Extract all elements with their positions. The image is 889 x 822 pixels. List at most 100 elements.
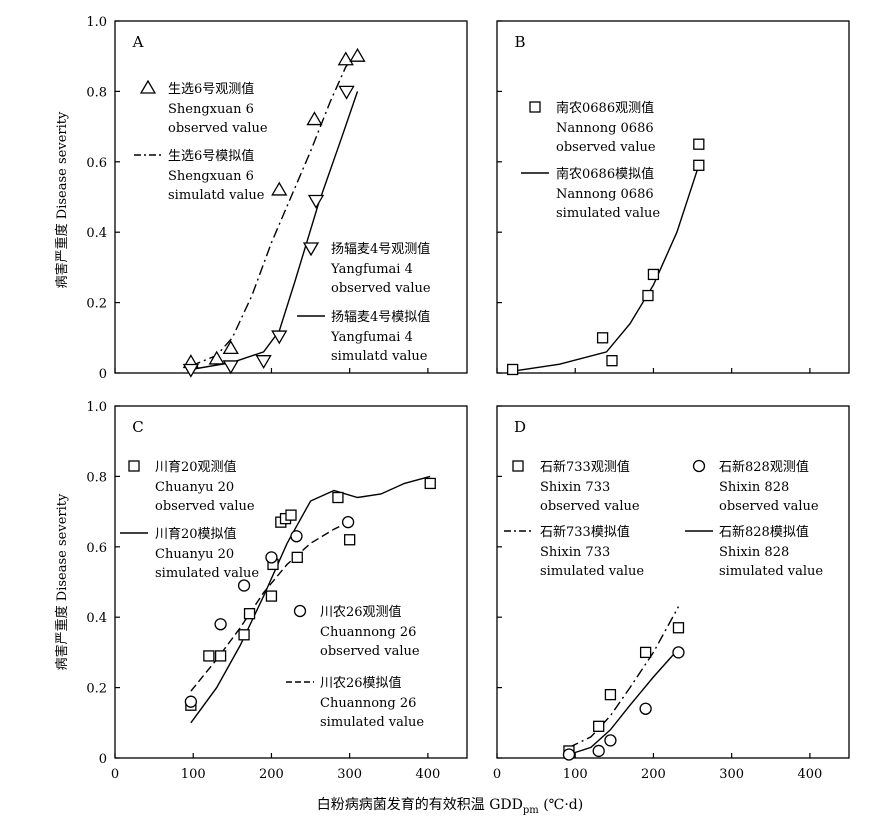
x-tick-label: 400: [415, 767, 440, 782]
legend-label-en-name: Shixin 733: [540, 545, 610, 560]
x-axis-label-unit: (℃·d): [539, 797, 583, 813]
legend-label-en-name: Shixin 733: [540, 480, 610, 495]
legend-item: 川农26观测值 Chuannong 26 observed value: [293, 604, 420, 659]
panels-layer: A 0 0.2 0.4 0.6 0.8 1.0 生选6号观测值 Shengxuan 6 obser…: [86, 15, 850, 782]
data-point: [306, 111, 323, 126]
x-tick-label: 0: [111, 767, 119, 782]
y-tick-label: 0.8: [86, 85, 107, 100]
x-tick-label: 100: [563, 767, 588, 782]
data-point: [271, 181, 288, 196]
data-point: [338, 85, 355, 100]
x-axis-label-main: 白粉病病菌发育的有效积温 GDD: [317, 797, 523, 813]
legend-label-zh: 扬辐麦4号模拟值: [331, 309, 430, 325]
legend-label-en-name: Chuannong 26: [320, 696, 416, 711]
legend-label-en-name: Shixin 828: [719, 545, 789, 560]
legend-label-zh: 生选6号观测值: [168, 81, 254, 97]
data-point: [639, 702, 652, 715]
legend-label-en-type: simulated value: [556, 206, 660, 221]
series-line: [512, 165, 700, 372]
data-point: [203, 650, 215, 662]
legend-label-zh: 南农0686模拟值: [556, 166, 654, 182]
legend-item: 川育20观测值 Chuanyu 20 observed value: [128, 459, 255, 514]
data-point: [214, 618, 227, 631]
y-axis-label-bottom: 病害严重度 Disease severity: [54, 493, 70, 670]
legend-item: 石新733观测值 Shixin 733 observed value: [512, 459, 640, 514]
legend-label-en-type: simulated value: [540, 564, 644, 579]
data-point: [693, 138, 705, 150]
legend-label-zh: 扬辐麦4号观测值: [331, 241, 430, 257]
data-point: [592, 744, 605, 758]
legend-label-zh: 石新733观测值: [540, 459, 630, 475]
y-tick-label: 1.0: [86, 15, 107, 30]
legend-label-en-name: Shengxuan 6: [168, 169, 254, 184]
legend-label-en-name: Shengxuan 6: [168, 102, 254, 117]
series-line: [190, 52, 359, 367]
legend-label-zh: 川育20观测值: [155, 459, 237, 475]
plot-frame: [496, 20, 850, 374]
legend-item: 石新733模拟值 Shixin 733 simulated value: [504, 524, 644, 579]
data-point: [255, 355, 272, 369]
series-line: [190, 475, 431, 724]
y-tick-label: 0.2: [86, 682, 107, 697]
data-point: [647, 268, 660, 281]
legend-label-en-type: simulatd value: [331, 349, 428, 364]
panel-letter: C: [132, 418, 143, 436]
data-point: [271, 330, 288, 345]
series-line: [568, 606, 680, 749]
data-point: [214, 650, 227, 662]
legend-label-zh: 南农0686观测值: [556, 100, 654, 116]
legend-label-en-type: simulatd value: [168, 188, 265, 203]
panel-A: A 0 0.2 0.4 0.6 0.8 1.0 生选6号观测值 Shengxuan 6 obser…: [86, 15, 468, 382]
panel-letter: B: [514, 33, 525, 51]
y-tick-label: 0.6: [86, 541, 107, 556]
data-point: [237, 579, 251, 592]
data-point: [182, 363, 200, 378]
legend-label-en-type: observed value: [719, 499, 819, 514]
x-tick-label: 200: [641, 767, 666, 782]
x-axis-label-subscript: pm: [523, 805, 539, 816]
y-tick-label: 0.8: [86, 470, 107, 485]
y-tick-label: 0.6: [86, 156, 107, 171]
x-tick-label: 400: [797, 767, 822, 782]
data-point: [604, 688, 617, 701]
legend-label-en-name: Chuanyu 20: [155, 547, 234, 562]
data-point: [265, 590, 278, 602]
legend-item: 川育20模拟值 Chuanyu 20 simulated value: [120, 526, 259, 581]
legend-label-en-type: observed value: [320, 644, 420, 659]
data-point: [606, 355, 618, 367]
series-line: [568, 648, 680, 756]
legend-label-en-type: observed value: [331, 281, 431, 296]
y-tick-label: 0: [99, 752, 107, 767]
data-point: [604, 734, 617, 747]
data-point: [307, 194, 325, 209]
legend-label-zh: 川农26观测值: [320, 604, 402, 620]
legend-marker-symbol: [692, 459, 706, 473]
data-point: [424, 477, 436, 490]
data-point: [208, 350, 225, 365]
y-tick-label: 1.0: [86, 400, 107, 415]
data-point: [238, 629, 250, 641]
data-point: [290, 530, 303, 543]
data-point: [341, 516, 355, 529]
data-point: [506, 363, 519, 376]
data-point: [349, 47, 366, 62]
y-axis-label-top: 病害严重度 Disease severity: [54, 111, 70, 288]
legend-label-zh: 石新828观测值: [719, 459, 809, 475]
data-point: [596, 332, 609, 344]
legend-label-en-type: observed value: [168, 121, 268, 136]
panel-D: D 0 100 200 300 400 石新733观测值 Shixin 733 observed…: [493, 405, 850, 782]
y-tick-label: 0.4: [86, 226, 107, 241]
data-point: [337, 51, 354, 66]
legend-label-en-type: simulated value: [719, 564, 823, 579]
legend-label-en-name: Chuanyu 20: [155, 480, 234, 495]
data-point: [285, 509, 297, 521]
panel-letter: A: [132, 33, 144, 51]
legend-marker-symbol: [128, 460, 140, 472]
legend-item: 扬辐麦4号模拟值 Yangfumai 4 simulatd value: [297, 309, 430, 364]
legend-label-en-name: Yangfumai 4: [330, 262, 413, 277]
data-point: [672, 622, 685, 634]
data-point: [593, 720, 605, 732]
data-point: [265, 551, 278, 564]
legend-marker-symbol: [293, 604, 307, 618]
